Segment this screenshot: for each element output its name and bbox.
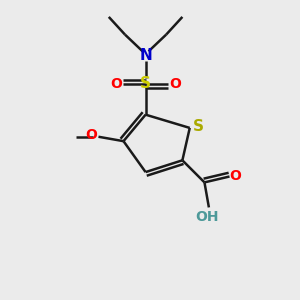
Text: S: S bbox=[140, 76, 151, 91]
Text: O: O bbox=[230, 169, 241, 183]
Text: O: O bbox=[169, 77, 181, 91]
Text: O: O bbox=[85, 128, 97, 142]
Text: OH: OH bbox=[196, 210, 219, 224]
Text: S: S bbox=[193, 119, 203, 134]
Text: N: N bbox=[139, 48, 152, 63]
Text: O: O bbox=[110, 77, 122, 91]
